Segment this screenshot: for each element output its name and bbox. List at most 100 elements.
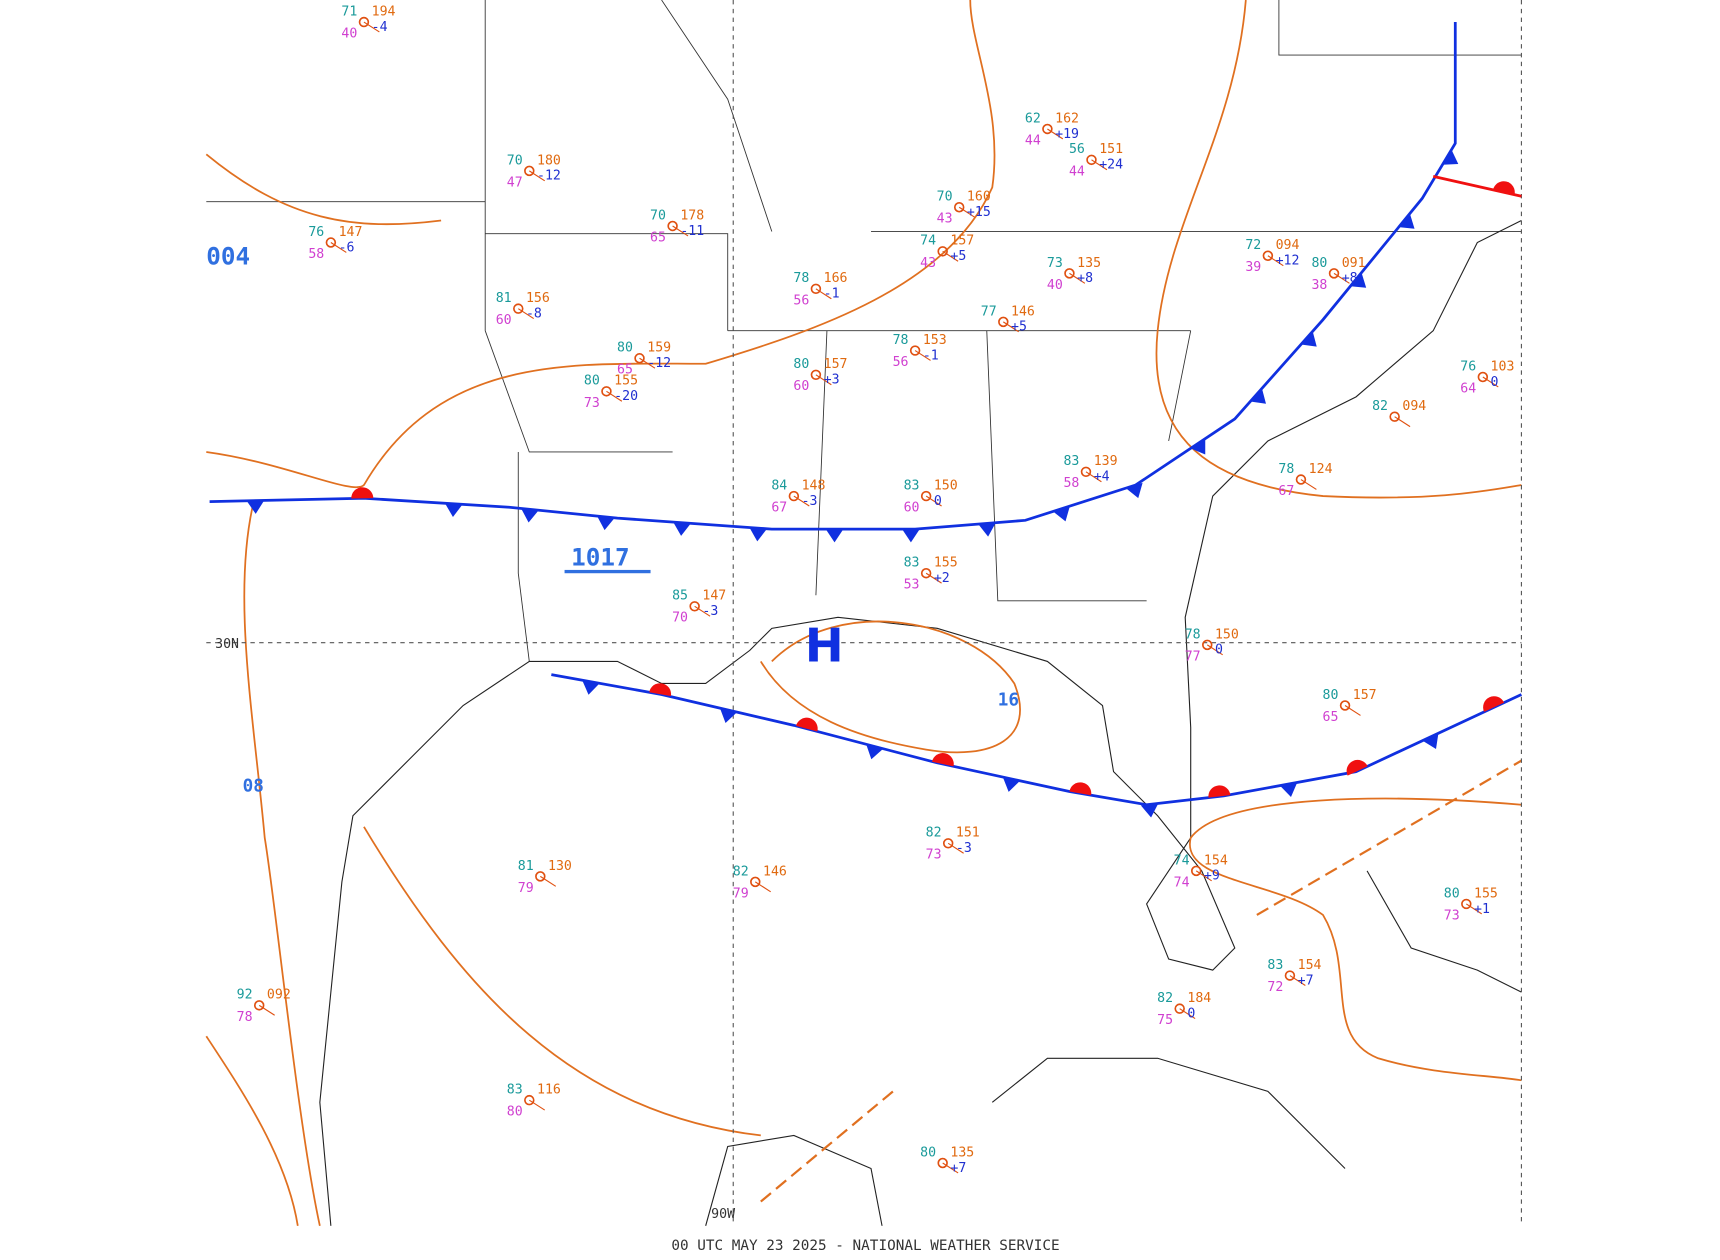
station-circle — [1389, 411, 1400, 422]
pressure: 159 — [647, 341, 671, 356]
dewpoint: 65 — [1323, 710, 1339, 725]
cold-front-pip — [1350, 272, 1367, 288]
warm-front-pip — [1069, 782, 1092, 796]
station-circle — [535, 871, 546, 882]
station-circle — [1042, 123, 1053, 135]
wind-barb — [1482, 376, 1499, 388]
station-circle — [1086, 154, 1097, 166]
dewpoint: 65 — [617, 363, 633, 378]
station-plot: 72 39 094+12 — [1245, 238, 1299, 275]
wind-barb — [672, 225, 689, 237]
cold-front-pip — [1398, 213, 1415, 229]
dewpoint: 53 — [904, 578, 920, 593]
station-plot: 77 146+5 — [981, 304, 1035, 334]
cold-front-pip — [749, 527, 768, 542]
warm-front-pip — [351, 487, 374, 499]
station-circle — [1174, 1003, 1185, 1014]
station-circle — [253, 1000, 265, 1011]
pressure: 124 — [1309, 462, 1333, 477]
dewpoint: 47 — [507, 175, 523, 190]
dewpoint: 40 — [341, 26, 357, 41]
temperature: 85 — [672, 589, 688, 604]
station-plot: 80 65 157 — [1323, 688, 1377, 725]
wind-barb — [1179, 1008, 1196, 1020]
station-circle — [1328, 268, 1340, 279]
station-circle — [1284, 970, 1296, 981]
pressure-tendency: -3 — [802, 494, 818, 509]
dewpoint: 64 — [1460, 381, 1476, 396]
station-circle — [513, 303, 524, 314]
temperature: 82 — [1157, 991, 1173, 1006]
temperature: 56 — [1069, 142, 1085, 157]
wind-barb — [914, 350, 931, 361]
isobar-label: 08 — [243, 776, 264, 796]
temperature: 82 — [733, 864, 749, 879]
station-plot: 80 135+7 — [920, 1145, 974, 1175]
dewpoint: 79 — [733, 886, 749, 901]
warm-front-pip — [796, 717, 818, 732]
pressure: 178 — [680, 208, 704, 223]
cold-front-pip — [1140, 803, 1159, 818]
pressure: 092 — [267, 988, 291, 1003]
station-circle — [667, 220, 678, 232]
station-plot: 73 40 135+8 — [1047, 256, 1101, 293]
station-circle — [1339, 700, 1351, 711]
pressure-tendency: +4 — [1094, 470, 1110, 485]
isobar-label: 1017 — [571, 543, 629, 572]
dewpoint: 73 — [584, 396, 600, 411]
high-center: H — [805, 618, 844, 672]
temperature: 80 — [584, 374, 600, 389]
dewpoint: 70 — [672, 611, 688, 626]
wind-barb — [1091, 159, 1108, 171]
temperature: 74 — [920, 234, 936, 249]
wind-barb — [958, 206, 975, 218]
temperature: 77 — [981, 304, 997, 319]
pressure-tendency: +5 — [1011, 320, 1027, 335]
temperature: 84 — [771, 478, 787, 493]
station-circle — [942, 838, 954, 849]
wind-barb — [694, 605, 711, 617]
pressure: 154 — [1204, 853, 1228, 868]
pressure: 150 — [934, 478, 958, 493]
station-plot: 85 70 147-3 — [672, 589, 726, 626]
station-plot: 92 78 092 — [237, 988, 291, 1025]
cold-front-pip — [444, 503, 463, 517]
pressure: 147 — [339, 225, 363, 240]
station-plot: 82 094 — [1372, 399, 1426, 428]
temperature: 76 — [308, 225, 324, 240]
dewpoint: 58 — [308, 247, 324, 262]
pressure: 147 — [702, 589, 726, 604]
temperature: 76 — [1460, 359, 1476, 374]
station-plot: 70 47 180-12 — [507, 153, 561, 190]
warm-front-pip — [1346, 759, 1368, 776]
warm-front-pip — [931, 753, 954, 767]
station-plot: 80 38 091+8 — [1311, 256, 1365, 293]
wind-barb — [1394, 416, 1411, 428]
temperature: 78 — [793, 271, 809, 286]
station-plot: 83 53 155+2 — [904, 556, 958, 593]
temperature: 71 — [341, 4, 357, 19]
dewpoint: 73 — [1444, 908, 1460, 923]
wind-barb — [540, 875, 557, 887]
footer: 00 UTC MAY 23 2025 - NATIONAL WEATHER SE… — [671, 1238, 1059, 1254]
station-circle — [788, 490, 800, 502]
fronts — [209, 22, 1523, 818]
station-circle — [634, 353, 645, 364]
pressure-tendency: +9 — [1204, 869, 1220, 884]
temperature: 72 — [1245, 238, 1261, 253]
pressure-tendency: -4 — [372, 20, 388, 35]
dewpoint: 38 — [1311, 278, 1327, 293]
temperature: 80 — [793, 357, 809, 372]
wind-barb — [754, 881, 772, 893]
dewpoint: 67 — [1278, 484, 1294, 499]
wind-barb — [1267, 255, 1284, 267]
station-circle — [689, 601, 700, 612]
wind-barb — [1300, 479, 1317, 490]
pressure-tendency: -11 — [680, 224, 704, 239]
borders — [206, 0, 1522, 662]
station-plot: 80 60 157+3 — [793, 357, 847, 394]
pressure: 094 — [1402, 399, 1426, 414]
temperature: 78 — [1185, 627, 1201, 642]
warm-front-pip — [1493, 181, 1515, 195]
